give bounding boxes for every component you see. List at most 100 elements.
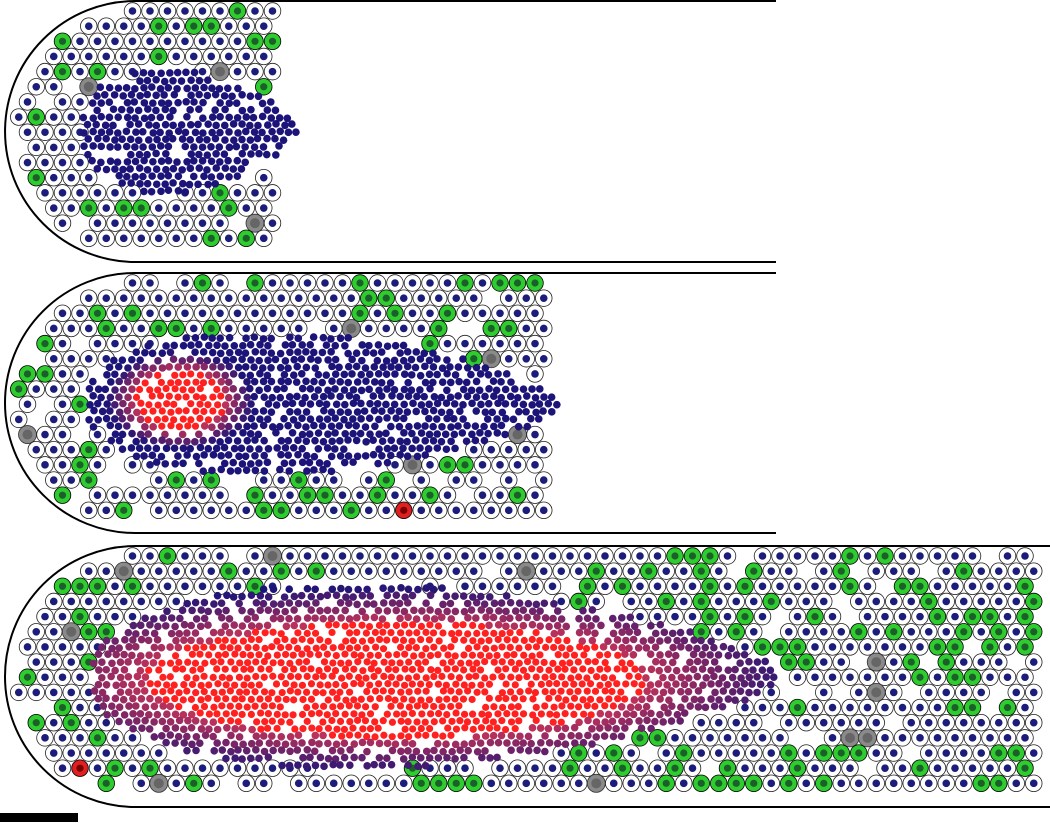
cell bbox=[473, 456, 492, 474]
small-cell bbox=[405, 658, 413, 666]
cell bbox=[307, 471, 325, 489]
small-cell bbox=[220, 150, 229, 158]
cell-nucleus bbox=[863, 582, 872, 591]
small-cell bbox=[472, 377, 481, 386]
small-cell bbox=[541, 688, 549, 696]
small-cell bbox=[387, 628, 395, 637]
small-cell bbox=[635, 717, 643, 725]
small-cell bbox=[164, 84, 173, 92]
small-cell bbox=[156, 128, 164, 137]
cell-nucleus bbox=[111, 764, 119, 772]
small-cell bbox=[123, 113, 132, 122]
small-cell bbox=[157, 732, 166, 740]
small-cell bbox=[421, 378, 430, 387]
cell-nucleus bbox=[583, 764, 592, 772]
cell-nucleus bbox=[41, 673, 49, 682]
small-cell bbox=[86, 400, 94, 409]
small-cell bbox=[324, 356, 332, 364]
small-cell bbox=[697, 636, 705, 645]
cell-nucleus bbox=[49, 597, 58, 606]
small-cell bbox=[121, 636, 129, 644]
cell bbox=[570, 774, 588, 793]
small-cell bbox=[549, 659, 557, 667]
small-cell bbox=[528, 607, 537, 616]
small-cell bbox=[220, 121, 229, 130]
small-cell bbox=[329, 659, 337, 667]
cell-nucleus bbox=[1021, 643, 1029, 651]
cell-nucleus bbox=[776, 703, 784, 712]
small-cell bbox=[103, 710, 111, 719]
small-cell bbox=[489, 731, 498, 740]
cell bbox=[666, 607, 684, 626]
small-cell bbox=[546, 710, 554, 718]
small-cell bbox=[331, 370, 340, 378]
small-cell bbox=[567, 702, 575, 710]
small-cell bbox=[255, 149, 263, 158]
cell bbox=[570, 592, 588, 611]
small-cell bbox=[693, 657, 702, 666]
small-cell bbox=[216, 334, 224, 342]
small-cell bbox=[446, 599, 455, 608]
small-cell bbox=[668, 658, 677, 667]
small-cell bbox=[299, 622, 308, 631]
cell-nucleus bbox=[312, 567, 320, 575]
small-cell bbox=[315, 651, 323, 659]
cell bbox=[88, 759, 107, 777]
small-cell bbox=[256, 369, 264, 378]
cell bbox=[920, 714, 938, 732]
small-cell bbox=[647, 636, 656, 644]
cell bbox=[963, 577, 982, 596]
cell bbox=[692, 744, 710, 762]
small-cell bbox=[207, 142, 215, 151]
cell bbox=[123, 214, 142, 232]
cell-nucleus bbox=[224, 52, 233, 61]
cell-nucleus bbox=[749, 597, 758, 606]
cell-nucleus bbox=[76, 158, 84, 167]
small-cell bbox=[531, 393, 540, 402]
small-cell bbox=[766, 666, 775, 675]
small-cell bbox=[350, 665, 358, 673]
small-cell bbox=[240, 665, 248, 673]
small-cell bbox=[745, 688, 753, 697]
cell bbox=[866, 682, 886, 702]
small-cell bbox=[101, 385, 110, 394]
small-cell bbox=[302, 423, 310, 431]
small-cell bbox=[303, 672, 311, 681]
cell-nucleus bbox=[14, 113, 23, 121]
cell bbox=[1007, 714, 1025, 732]
cell bbox=[158, 214, 177, 232]
cell bbox=[823, 638, 842, 656]
small-cell bbox=[482, 645, 490, 653]
small-cell bbox=[434, 622, 443, 630]
small-cell bbox=[383, 607, 392, 615]
small-cell bbox=[211, 179, 220, 188]
small-cell bbox=[459, 415, 467, 423]
cell-nucleus bbox=[58, 643, 67, 651]
cell bbox=[185, 17, 203, 35]
small-cell bbox=[371, 703, 379, 711]
cell bbox=[342, 562, 360, 580]
small-cell bbox=[430, 746, 438, 755]
cell bbox=[666, 729, 684, 747]
cell bbox=[10, 410, 28, 429]
small-cell bbox=[261, 718, 269, 726]
small-cell bbox=[497, 731, 506, 740]
cell-nucleus bbox=[216, 189, 224, 197]
small-cell bbox=[307, 606, 316, 614]
small-cell bbox=[255, 681, 263, 689]
cell-nucleus bbox=[959, 658, 968, 666]
cell-nucleus bbox=[452, 294, 461, 302]
small-cell bbox=[681, 695, 689, 703]
small-cell bbox=[247, 622, 256, 630]
cell bbox=[386, 274, 404, 292]
small-cell bbox=[214, 651, 223, 659]
small-cell bbox=[438, 364, 447, 372]
cell bbox=[97, 289, 115, 307]
small-cell bbox=[268, 127, 276, 136]
small-cell bbox=[239, 637, 247, 645]
cell-nucleus bbox=[539, 476, 548, 484]
cell bbox=[150, 592, 168, 611]
small-cell bbox=[290, 592, 299, 601]
cell-nucleus bbox=[189, 52, 198, 61]
